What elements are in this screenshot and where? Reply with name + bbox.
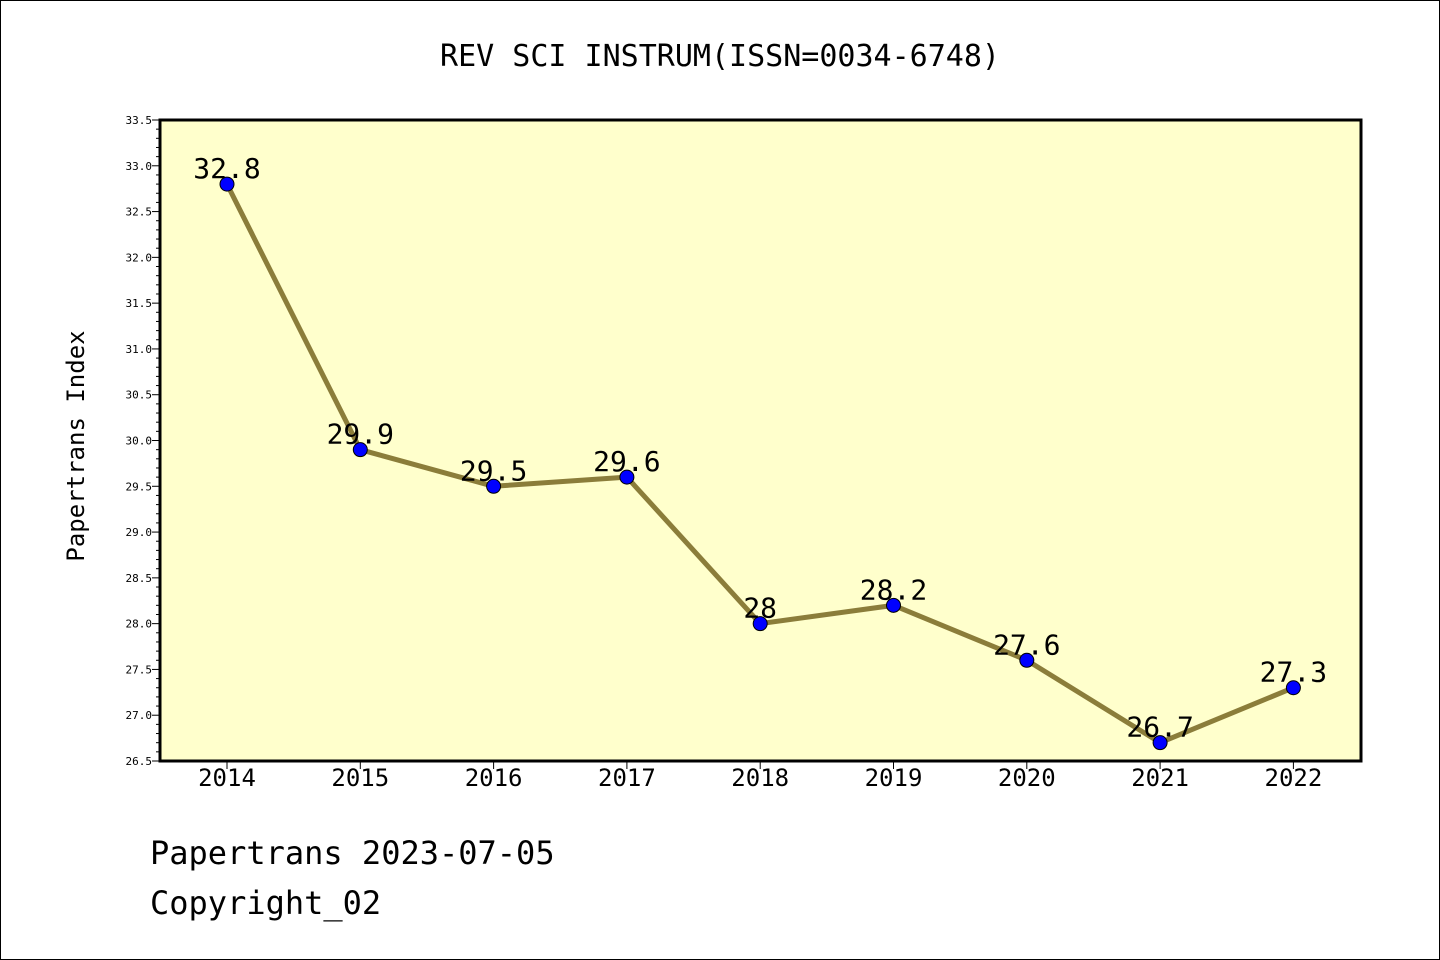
y-tick-label: 28.5 [126, 572, 153, 585]
y-tick-label: 26.5 [126, 755, 153, 768]
data-point [1285, 680, 1301, 696]
y-tick-label: 31.5 [126, 297, 153, 310]
y-axis: 26.5 27.0 27.5 28.0 28.5 29.0 29.5 30.0 30.5 31.0… [126, 114, 160, 768]
y-axis-label: Papertrans Index [62, 330, 90, 561]
y-tick-label: 33.0 [126, 160, 153, 173]
data-label: 32.8 [193, 152, 260, 185]
y-tick-label: 33.5 [126, 114, 153, 127]
data-labels: 32.8 29.9 29.5 29.6 28 28.2 27.6 26.7 27.3 [193, 152, 1327, 744]
data-point [752, 616, 768, 632]
footer-copyright-line: Copyright_02 [150, 884, 382, 922]
x-tick-label: 2022 [1265, 764, 1323, 792]
data-point [886, 597, 901, 613]
data-point [486, 478, 502, 494]
x-tick-label: 2017 [598, 764, 656, 792]
chart-title: REV SCI INSTRUM(ISSN=0034-6748) [440, 39, 1000, 74]
x-tick-label: 2016 [465, 764, 523, 792]
y-tick-label: 27.5 [126, 663, 153, 676]
x-tick-label: 2020 [998, 764, 1056, 792]
data-label: 26.7 [1126, 711, 1193, 744]
data-label: 27.3 [1260, 656, 1327, 689]
data-label: 29.9 [327, 418, 394, 451]
x-tick-label: 2014 [198, 764, 256, 792]
y-tick-label: 28.0 [126, 618, 153, 631]
x-axis: 2014 2015 2016 2017 2018 2019 2020 2021 2022 [198, 761, 1322, 792]
data-label: 28 [743, 592, 777, 625]
y-tick-label: 27.0 [126, 709, 153, 722]
data-label: 29.5 [460, 454, 527, 487]
footer-date-line: Papertrans 2023-07-05 [150, 834, 555, 872]
data-point [1152, 735, 1168, 751]
data-point [1019, 652, 1035, 668]
y-tick-label: 30.5 [126, 389, 153, 402]
y-tick-label: 30.0 [126, 435, 153, 448]
y-tick-label: 31.0 [126, 343, 153, 356]
plot-area [158, 118, 1363, 763]
data-label: 28.2 [860, 573, 927, 606]
x-tick-label: 2018 [731, 764, 789, 792]
data-label: 27.6 [993, 628, 1060, 661]
x-tick-label: 2015 [331, 764, 389, 792]
y-tick-label: 29.5 [126, 480, 153, 493]
x-tick-label: 2019 [865, 764, 923, 792]
data-point [352, 442, 368, 458]
data-point [219, 176, 235, 192]
y-tick-label: 32.5 [126, 206, 153, 219]
data-point [619, 469, 635, 485]
y-tick-label: 29.0 [126, 526, 153, 539]
series-markers [219, 176, 1301, 751]
y-tick-label: 32.0 [126, 251, 153, 264]
data-label: 29.6 [593, 445, 660, 478]
x-tick-label: 2021 [1131, 764, 1189, 792]
